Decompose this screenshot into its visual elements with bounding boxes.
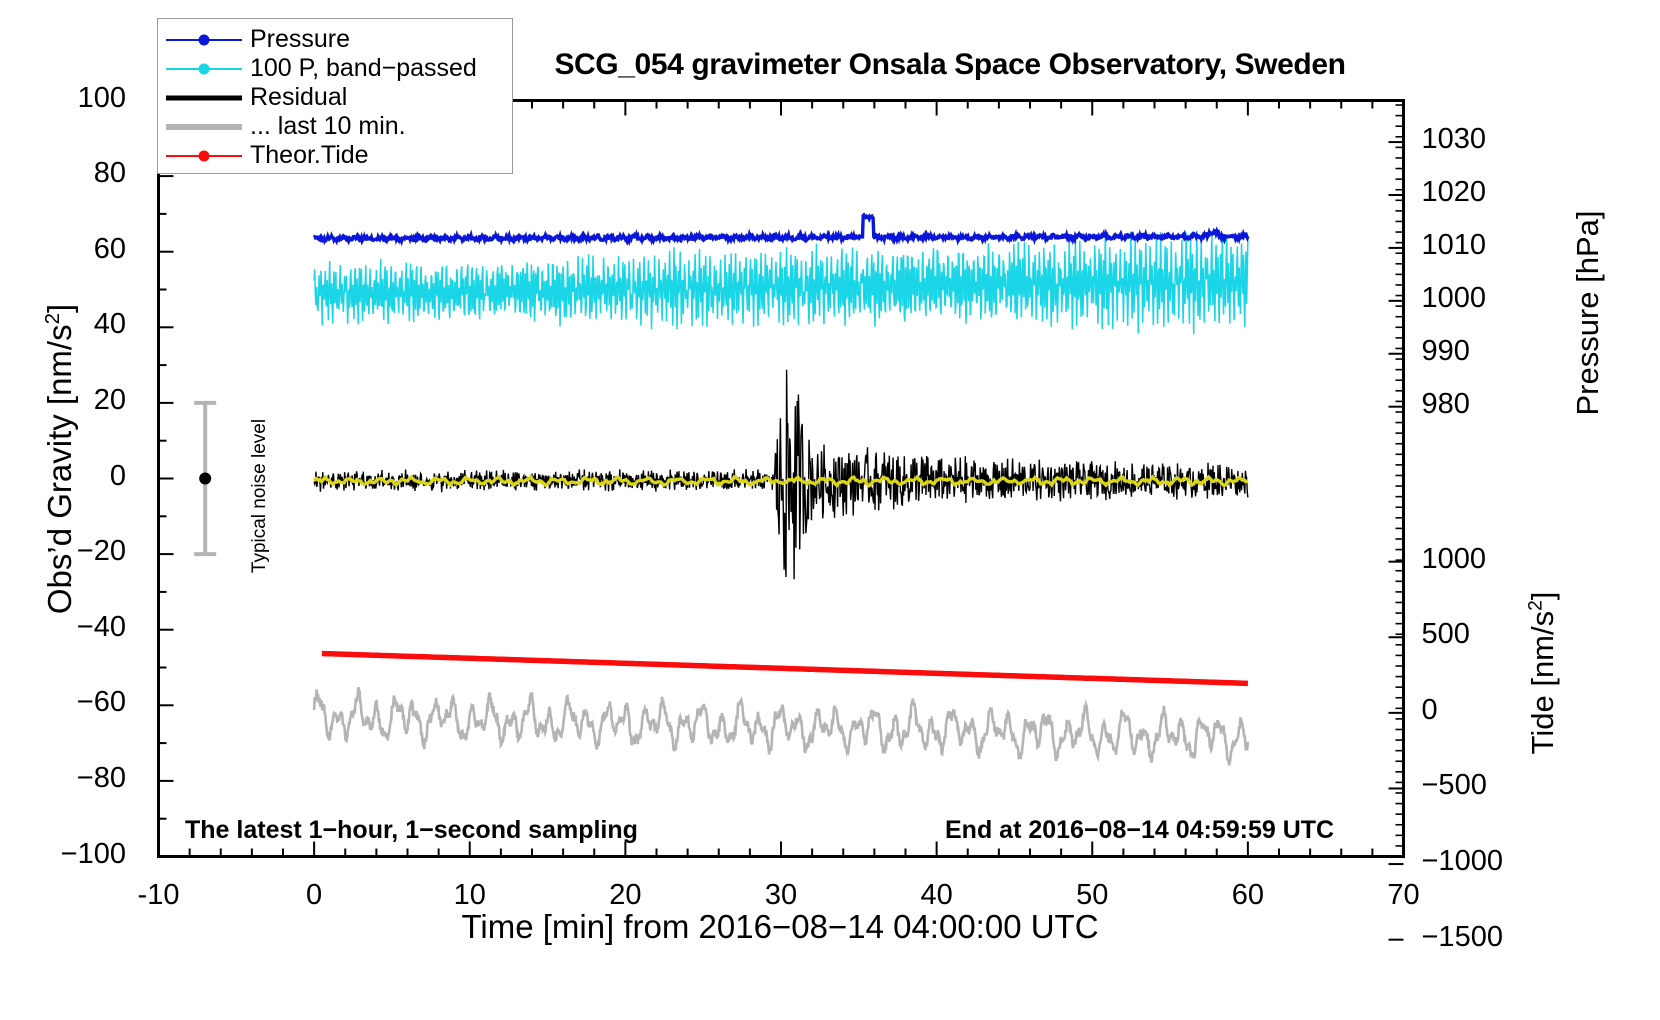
legend-label-pressure: Pressure bbox=[250, 25, 351, 53]
legend-swatch-band-passed bbox=[158, 54, 250, 83]
tide-tick-label--1500: −1500 bbox=[1421, 920, 1503, 953]
end-time-note: End at 2016−08−14 04:59:59 UTC bbox=[945, 816, 1335, 844]
pressure-tick-label-1000: 1000 bbox=[1421, 281, 1487, 314]
tide-tick-label-0: 0 bbox=[1421, 693, 1438, 726]
legend-label-last-10-min: ... last 10 min. bbox=[250, 112, 406, 140]
tide-tick-label-1000: 1000 bbox=[1421, 542, 1487, 575]
legend-label-theor-tide: Theor.Tide bbox=[250, 141, 369, 169]
plot-area bbox=[157, 99, 1405, 858]
y-tick-label--20: −20 bbox=[76, 535, 126, 568]
x-tick-label-70: 70 bbox=[1387, 878, 1420, 911]
y-tick-label--100: −100 bbox=[60, 837, 126, 870]
y-tick-label--40: −40 bbox=[76, 610, 126, 643]
pressure-tick-label-990: 990 bbox=[1421, 334, 1470, 367]
legend-swatch-theor-tide bbox=[158, 141, 250, 170]
tide-tick-label--1000: −1000 bbox=[1421, 845, 1503, 878]
y-tick-label--80: −80 bbox=[76, 761, 126, 794]
pressure-tick-label-1010: 1010 bbox=[1421, 228, 1487, 261]
x-tick-label-20: 20 bbox=[609, 878, 642, 911]
legend-swatch-residual bbox=[158, 83, 250, 112]
x-tick-label-50: 50 bbox=[1076, 878, 1109, 911]
legend-item-residual: Residual bbox=[158, 83, 512, 112]
y-tick-label-0: 0 bbox=[109, 459, 126, 492]
x-tick-label-10: 10 bbox=[453, 878, 486, 911]
y-axis-right-pressure-title: Pressure [hPa] bbox=[1570, 210, 1605, 416]
legend-item-theor-tide: Theor.Tide bbox=[158, 141, 512, 170]
y-tick-label-40: 40 bbox=[93, 308, 126, 341]
y-tick-label-20: 20 bbox=[93, 383, 126, 416]
x-tick-label-40: 40 bbox=[920, 878, 953, 911]
y-tick-label--60: −60 bbox=[76, 686, 126, 719]
legend-label-residual: Residual bbox=[250, 83, 348, 111]
x-tick-label-60: 60 bbox=[1231, 878, 1264, 911]
pressure-tick-label-1020: 1020 bbox=[1421, 176, 1487, 208]
typical-noise-level-label: Typical noise level bbox=[249, 418, 270, 574]
legend-label-band-passed: 100 P, band−passed bbox=[250, 54, 477, 82]
y-tick-label-60: 60 bbox=[93, 232, 126, 265]
legend-swatch-pressure bbox=[158, 25, 250, 54]
page-title: SCG_054 gravimeter Onsala Space Observat… bbox=[554, 48, 1346, 81]
legend: Pressure 100 P, band−passed Residual ...… bbox=[157, 18, 513, 174]
legend-swatch-last-10-min bbox=[158, 112, 250, 141]
legend-item-pressure: Pressure bbox=[158, 25, 512, 54]
x-tick-label--10: -10 bbox=[137, 878, 180, 911]
pressure-tick-label-1030: 1030 bbox=[1421, 123, 1487, 156]
tide-tick-label--500: −500 bbox=[1421, 769, 1487, 802]
pressure-tick-label-980: 980 bbox=[1421, 387, 1470, 420]
x-tick-label-0: 0 bbox=[306, 878, 323, 911]
tide-tick-label-500: 500 bbox=[1421, 618, 1470, 651]
x-tick-label-30: 30 bbox=[764, 878, 798, 911]
y-tick-label-80: 80 bbox=[93, 157, 126, 190]
legend-item-last-10-min: ... last 10 min. bbox=[158, 112, 512, 141]
legend-item-band-passed: 100 P, band−passed bbox=[158, 54, 512, 83]
x-axis-title: Time [min] from 2016−08−14 04:00:00 UTC bbox=[461, 908, 1099, 945]
y-tick-label-100: 100 bbox=[77, 81, 126, 114]
latest-sampling-note: The latest 1−hour, 1−second sampling bbox=[185, 816, 638, 844]
